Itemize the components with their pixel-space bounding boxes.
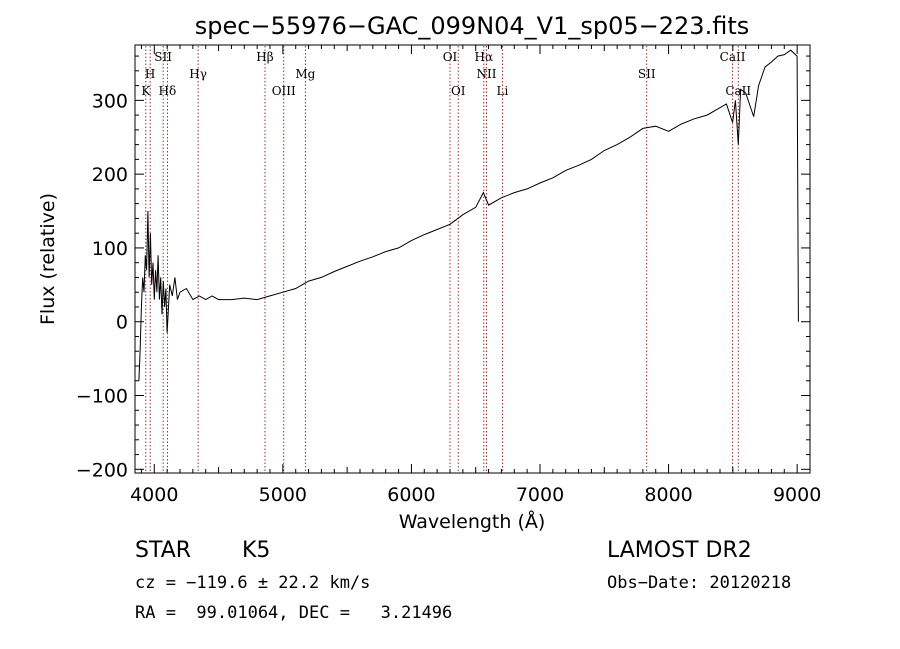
- obs-date-text: Obs−Date: 20120218: [607, 573, 792, 593]
- x-axis: 4000 5000 6000 7000 8000 9000: [130, 45, 821, 506]
- x-tick-label: 8000: [644, 484, 692, 506]
- spectral-line-label: H: [145, 67, 155, 81]
- x-tick-label: 4000: [130, 484, 178, 506]
- spectral-line-label: Mg: [295, 67, 315, 81]
- x-tick-label: 7000: [516, 484, 564, 506]
- spectrum-line: [138, 49, 799, 381]
- spectral-line-label: OI: [443, 50, 458, 64]
- spectral-line-label: Li: [497, 84, 509, 98]
- x-tick-label: 5000: [259, 484, 307, 506]
- y-tick-label: 0: [116, 312, 128, 334]
- x-tick-label: 6000: [387, 484, 435, 506]
- object-subclass-label: K5: [242, 538, 271, 563]
- spectral-line-label: Hδ: [159, 84, 177, 98]
- spectral-line-label: NII: [477, 67, 497, 81]
- spectral-line-label: OI: [451, 84, 466, 98]
- y-axis: −200 −100 0 100 200 300: [76, 55, 810, 481]
- spectral-line-label: K: [141, 84, 151, 98]
- y-tick-label: 200: [92, 164, 128, 186]
- x-axis-label: Wavelength (Å): [399, 510, 546, 533]
- y-tick-label: 300: [92, 90, 128, 112]
- y-tick-label: −200: [76, 459, 128, 481]
- spectral-line-label: Hγ: [189, 67, 207, 81]
- spectral-line-label: CaII: [720, 50, 746, 64]
- spectral-line-label: Hβ: [256, 50, 273, 64]
- y-tick-label: −100: [76, 386, 128, 408]
- redshift-text: cz = −119.6 ± 22.2 km/s: [135, 573, 371, 593]
- spectral-line-label: Hα: [475, 50, 494, 64]
- survey-label: LAMOST DR2: [607, 538, 752, 563]
- plot-frame: [134, 44, 811, 474]
- x-tick-label: 9000: [773, 484, 821, 506]
- y-tick-label: 100: [92, 238, 128, 260]
- spectral-line-label: OIII: [272, 84, 296, 98]
- spectral-line-label: SII: [638, 67, 656, 81]
- chart-title: spec−55976−GAC_099N04_V1_sp05−223.fits: [195, 12, 749, 40]
- object-class-label: STAR: [135, 538, 192, 563]
- spectral-line-label: CaII: [725, 84, 751, 98]
- y-axis-label: Flux (relative): [37, 193, 59, 325]
- spectral-line-label: SII: [154, 50, 172, 64]
- coordinates-text: RA = 99.01064, DEC = 3.21496: [135, 603, 453, 623]
